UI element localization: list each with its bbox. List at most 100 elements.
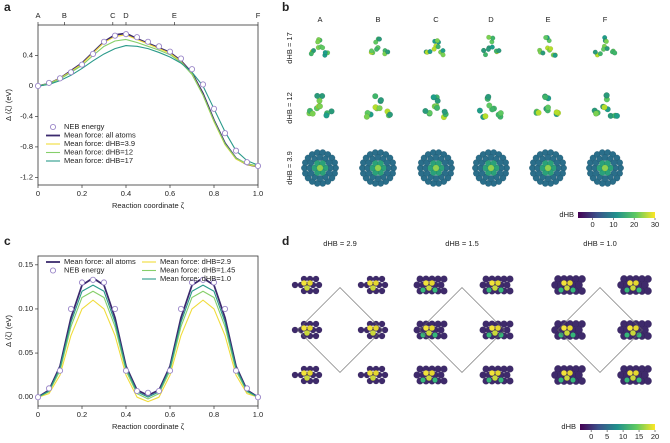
atom: [426, 330, 432, 336]
series-line: [37, 290, 259, 400]
atom: [479, 371, 487, 379]
atom: [593, 110, 600, 117]
x-tick-label: 0.4: [121, 189, 131, 198]
atom: [644, 320, 652, 328]
atom: [307, 325, 313, 331]
atom: [495, 325, 501, 331]
neb-point: [45, 79, 53, 86]
colorbar: [580, 424, 655, 430]
atom: [420, 377, 426, 383]
y-tick-label: 0.00: [18, 392, 33, 401]
atom: [578, 332, 586, 340]
atom: [416, 320, 424, 328]
atom: [506, 332, 514, 340]
atom: [373, 325, 379, 331]
atom: [564, 330, 570, 336]
atom: [357, 281, 365, 289]
atom: [312, 287, 320, 295]
x-tick-label: 0.6: [165, 189, 175, 198]
atom: [370, 285, 376, 291]
atom: [373, 39, 379, 45]
atom: [304, 330, 310, 336]
atom: [301, 325, 307, 331]
unit-cell: [297, 287, 383, 373]
atom: [616, 159, 624, 167]
x-tick-label: 0.8: [209, 410, 219, 419]
atom: [486, 34, 492, 40]
atom: [331, 159, 339, 167]
atom: [592, 49, 598, 55]
atom: [367, 370, 373, 376]
atom: [506, 287, 514, 295]
atom: [440, 332, 448, 340]
atom: [498, 377, 504, 383]
column-label: F: [603, 15, 608, 24]
atom: [636, 377, 642, 383]
neb-point: [221, 305, 229, 312]
atom: [483, 52, 488, 58]
atom: [374, 46, 380, 52]
atom: [544, 104, 551, 111]
atom: [624, 377, 630, 383]
atom: [431, 46, 437, 52]
atom: [308, 51, 314, 57]
neb-point: [89, 276, 97, 283]
x-tick-label: 0.8: [209, 189, 219, 198]
atom: [482, 320, 490, 328]
colorbar-tick-label: 10: [609, 220, 617, 229]
atom: [570, 287, 576, 293]
neb-point: [67, 69, 75, 76]
unit-cell: [557, 287, 643, 373]
x-axis-label: Reaction coordinate ζ: [112, 422, 185, 431]
atom: [378, 332, 386, 340]
neb-point: [221, 130, 229, 137]
atom: [558, 377, 564, 383]
atom: [613, 112, 620, 119]
top-tick-label: F: [256, 11, 261, 20]
atom: [377, 97, 384, 104]
atom: [441, 159, 449, 167]
atom: [307, 370, 313, 376]
atom: [578, 275, 586, 283]
atom: [434, 38, 440, 44]
atom: [440, 365, 448, 373]
plot-frame: [37, 255, 259, 407]
column-label: D: [488, 15, 494, 24]
atom: [489, 44, 495, 50]
atom: [486, 332, 492, 338]
atom: [476, 107, 483, 114]
atom: [315, 326, 323, 334]
y-tick-label: 0.15: [18, 260, 33, 269]
atom: [316, 103, 323, 110]
neb-point: [67, 305, 75, 312]
atom: [487, 164, 495, 172]
neb-point: [100, 279, 108, 286]
atom: [381, 281, 389, 289]
colorbar-tick-label: 10: [619, 432, 627, 441]
neb-point: [144, 389, 152, 396]
top-tick-label: E: [172, 11, 177, 20]
atom: [553, 159, 561, 167]
atom: [630, 375, 636, 381]
atom: [486, 287, 492, 293]
atom: [630, 330, 636, 336]
colorbar-title: dHB: [559, 210, 574, 219]
atom: [434, 104, 441, 111]
atom: [420, 332, 426, 338]
atom: [489, 325, 495, 331]
atom: [633, 280, 639, 286]
atom: [363, 113, 370, 120]
row-label: dHB = 17: [285, 32, 294, 63]
atom: [627, 325, 633, 331]
atom: [486, 377, 492, 383]
panel-label: c: [4, 234, 11, 248]
atom: [627, 370, 633, 376]
atom: [578, 287, 586, 295]
atom: [320, 45, 326, 51]
atom: [641, 281, 649, 289]
atom: [559, 159, 567, 167]
neb-point: [188, 279, 196, 286]
x-axis-label: Reaction coordinate ζ: [112, 201, 185, 210]
atom: [432, 332, 438, 338]
